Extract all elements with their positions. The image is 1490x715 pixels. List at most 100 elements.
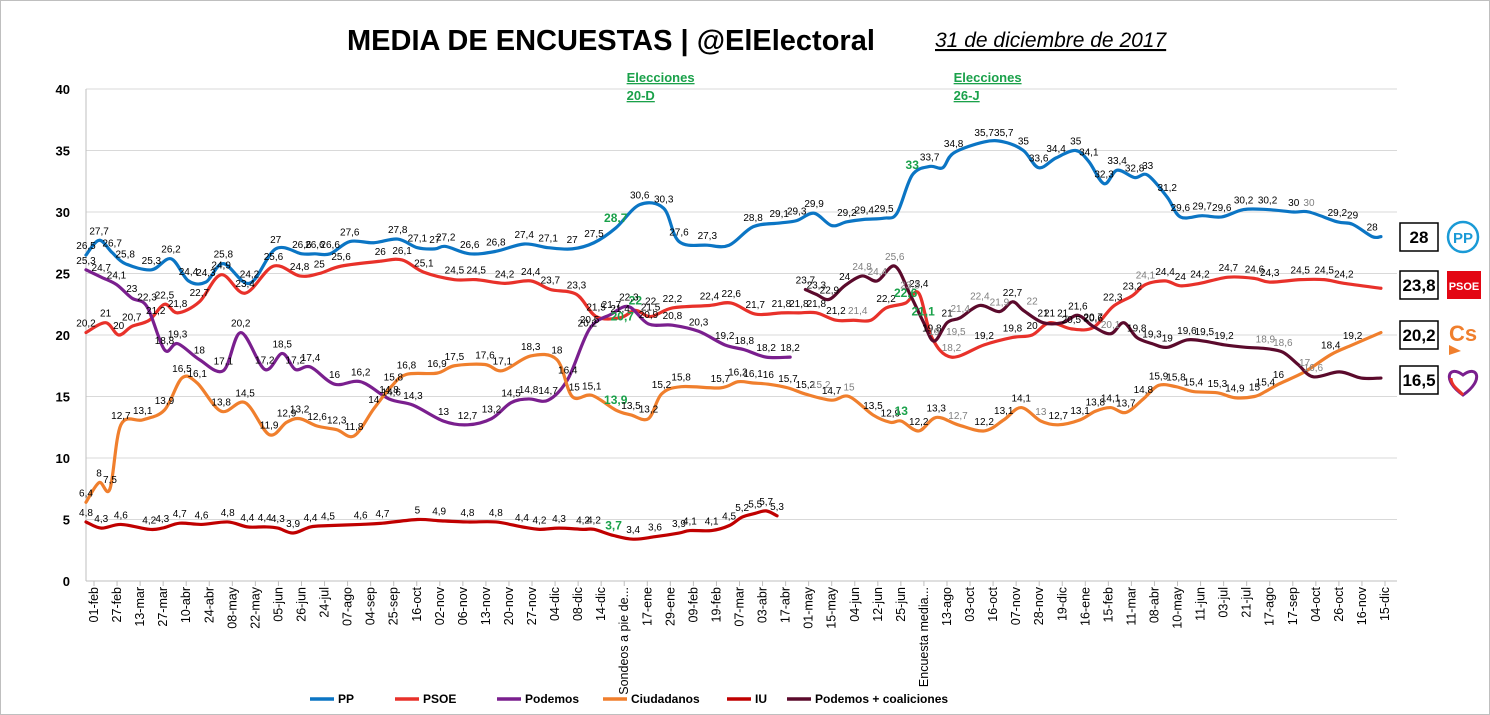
data-label: 13 [1035,407,1047,418]
end-value-box [1399,270,1439,300]
data-label: 3,6 [648,523,662,534]
data-label: 13,5 [863,401,883,412]
annotation-text: 20-D [627,88,655,103]
data-label: 18,2 [756,343,776,354]
x-tick-label: 06-nov [456,586,470,625]
data-label: 30,2 [1258,196,1278,207]
data-label: 16,5 [172,364,192,375]
data-label: 15 [843,383,855,394]
data-label: 26,8 [486,237,506,248]
data-label: 27,5 [584,229,604,240]
data-label: 16,1 [743,369,763,380]
data-label: 4,3 [94,514,108,525]
data-label: 31,2 [1158,183,1178,194]
data-label: 29,7 [1192,202,1212,213]
y-tick-label: 15 [56,390,70,405]
data-label: 26,2 [161,245,181,256]
data-label: 18,9 [1256,335,1276,346]
data-label: 28,7 [604,211,628,225]
data-label: 18,8 [735,336,755,347]
data-label: 25 [314,260,326,271]
data-label: 4,8 [461,508,475,519]
annotation-text: 26-J [954,88,980,103]
x-tick-label: 16-oct [986,586,1000,621]
data-label: 23,3 [567,280,587,291]
data-label: 4,7 [173,509,187,520]
data-label: 21,8 [789,299,809,310]
cs-logo-icon [1449,345,1461,355]
data-label: 27 [429,235,441,246]
data-label: 13 [438,407,450,418]
data-label: 4,7 [376,509,390,520]
end-value-box [1399,365,1439,395]
data-label: 17,1 [214,357,234,368]
data-label: 25,6 [885,252,905,263]
data-label: 15,2 [796,380,816,391]
x-tick-label: 11-mar [1124,587,1138,626]
data-label: 19 [1162,333,1174,344]
data-label: 21 [100,309,112,320]
data-label: 23,7 [541,275,561,286]
data-label: 27,7 [89,226,109,237]
data-label: 4,1 [705,517,719,528]
data-label: 19,3 [168,330,188,341]
x-tick-label: 01-may [802,586,816,628]
data-label: 22 [645,296,657,307]
x-tick-label: 16-ene [1078,587,1092,626]
data-label: 20,9 [639,310,659,321]
data-label: 14,7 [538,386,558,397]
data-label: 4,4 [304,513,318,524]
data-label: 19,5 [946,327,966,338]
data-label: 13,1 [994,406,1014,417]
x-tick-label: 04-jun [848,587,862,622]
data-label: 20,1 [1101,320,1121,331]
data-label: 12,2 [974,417,994,428]
data-label: 15,7 [778,374,798,385]
data-label: 4,6 [354,510,368,521]
end-value-label: 20,2 [1402,326,1435,345]
data-label: 20,5 [1062,315,1082,326]
data-label: 19,2 [715,331,735,342]
data-label: 4,2 [142,515,156,526]
x-tick-label: 27-feb [110,587,124,622]
data-label: 21,9 [990,298,1010,309]
data-label: 4,4 [515,513,529,524]
data-label: 4,2 [587,515,601,526]
x-tick-label: 08-abr [1147,587,1161,623]
data-label: 22 [1027,296,1039,307]
end-value-box [1399,222,1439,252]
y-tick-label: 25 [56,267,70,282]
data-label: 21,7 [602,300,622,311]
data-label: 16,2 [351,368,371,379]
series-line-ciudadanos [84,330,1383,504]
data-label: 33 [1142,161,1154,172]
data-label: 35 [1018,137,1030,148]
chart-title: MEDIA DE ENCUESTAS | @ElElectoral [347,25,875,57]
data-label: 20,8 [663,311,683,322]
x-axis: 01-feb 27-feb 13-mar 27-mar 10-abr 24-abr 08-m… [87,581,1392,695]
data-label: 15,1 [582,381,602,392]
x-tick-label: 04-dic [548,587,562,621]
data-label: 25,8 [214,250,234,261]
data-label: 15,8 [384,373,404,384]
end-value-label: 16,5 [1402,371,1435,390]
data-label: 20 [1027,321,1039,332]
data-label: 13,8 [1086,397,1106,408]
data-label: 18 [551,346,563,357]
y-tick-label: 5 [63,513,70,528]
data-label: 15 [569,383,581,394]
data-label: 16 [763,370,775,381]
data-label: 17,2 [286,355,306,366]
data-label: 23,3 [807,280,827,291]
x-tick-label: 08-may [225,586,239,628]
data-label: 14,7 [822,386,842,397]
data-label: 11,9 [260,421,279,432]
data-label: 24,3 [1260,268,1280,279]
data-label: 24,8 [852,262,872,273]
data-label: 27,1 [408,234,428,245]
data-label: 25,6 [264,252,284,263]
legend-label: PP [338,692,354,706]
x-tick-label: 17-ago [1263,587,1277,626]
data-label: 15 [1249,383,1261,394]
data-label: 13,5 [621,401,641,412]
